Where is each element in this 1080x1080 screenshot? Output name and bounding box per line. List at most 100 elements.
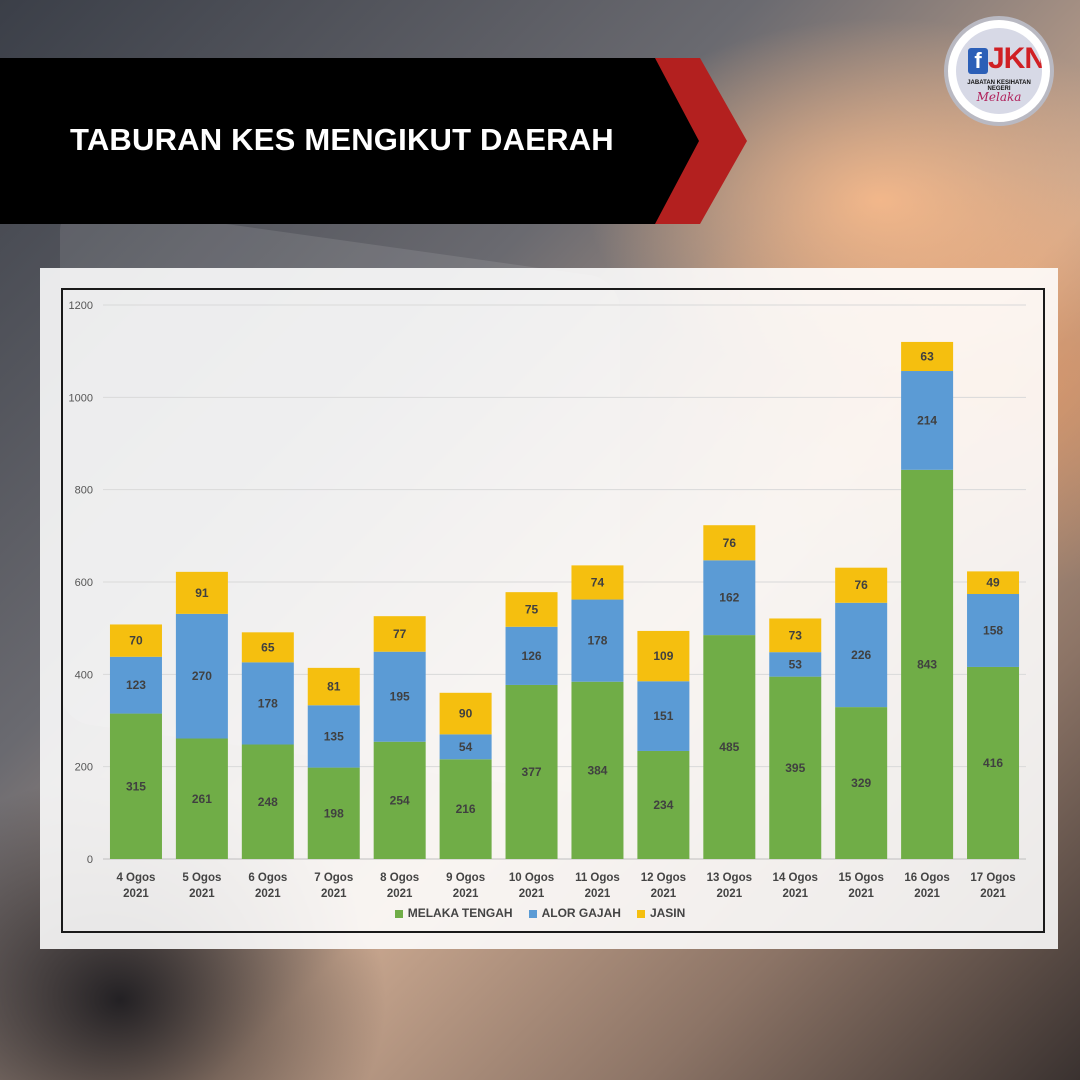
data-label: 384 — [587, 763, 607, 777]
x-tick-label: 15 Ogos — [838, 872, 883, 884]
y-tick-label: 800 — [75, 485, 93, 497]
bar-segment — [571, 565, 624, 600]
bar-segment — [967, 571, 1020, 595]
data-label: 248 — [258, 795, 278, 809]
data-label: 162 — [719, 591, 739, 605]
x-tick-label: 2021 — [980, 888, 1006, 900]
x-tick-label: 9 Ogos — [446, 872, 485, 884]
y-tick-label: 1200 — [69, 300, 93, 312]
bar-segment — [967, 666, 1020, 859]
data-label: 198 — [324, 806, 344, 820]
bar-segment — [505, 684, 558, 859]
logo-badge: f JKN JABATAN KESIHATAN NEGERI Melaka — [956, 28, 1042, 114]
bar-segment — [769, 652, 822, 677]
x-tick-label: 2021 — [519, 888, 545, 900]
y-tick-label: 600 — [75, 577, 93, 589]
chart-frame — [61, 288, 1045, 933]
x-tick-label: 14 Ogos — [773, 872, 818, 884]
bar-segment — [109, 656, 162, 714]
bar-segment — [901, 371, 954, 470]
bar-segment — [835, 602, 888, 708]
legend-swatch — [394, 909, 403, 918]
bar-segment — [373, 741, 426, 859]
data-label: 178 — [258, 696, 278, 710]
data-label: 77 — [393, 627, 407, 641]
data-label: 91 — [195, 586, 209, 600]
bar-segment — [439, 734, 492, 760]
x-tick-label: 12 Ogos — [641, 872, 686, 884]
bar-segment — [901, 469, 954, 859]
jkn-melaka-logo: f JKN JABATAN KESIHATAN NEGERI Melaka — [944, 16, 1054, 126]
bar-segment — [373, 651, 426, 742]
data-label: 81 — [327, 680, 341, 694]
data-label: 54 — [459, 740, 473, 754]
x-tick-label: 17 Ogos — [970, 872, 1015, 884]
bar-segment — [703, 635, 756, 859]
bar-segment — [175, 571, 228, 614]
data-label: 178 — [587, 634, 607, 648]
x-tick-label: 2021 — [717, 888, 743, 900]
title-banner — [0, 58, 700, 224]
x-tick-label: 2021 — [387, 888, 413, 900]
bar-segment — [571, 681, 624, 859]
data-label: 123 — [126, 678, 146, 692]
data-label: 234 — [653, 798, 673, 812]
bar-segment — [703, 525, 756, 561]
bar-segment — [835, 567, 888, 603]
x-tick-label: 13 Ogos — [707, 872, 752, 884]
bar-segment — [175, 613, 228, 739]
data-label: 843 — [917, 657, 937, 671]
bar-segment — [175, 738, 228, 859]
logo-subtitle: JABATAN KESIHATAN NEGERI — [967, 80, 1031, 92]
bar-segment — [703, 560, 756, 636]
legend-swatch — [528, 909, 537, 918]
legend-swatch — [636, 909, 645, 918]
bar-segment — [241, 632, 294, 663]
data-label: 65 — [261, 640, 275, 654]
bar-segment — [439, 759, 492, 859]
data-label: 216 — [456, 802, 476, 816]
facebook-icon: f — [968, 48, 988, 74]
x-tick-label: 2021 — [585, 888, 611, 900]
x-tick-label: 6 Ogos — [248, 872, 287, 884]
logo-abbreviation: JKN — [988, 42, 1042, 75]
data-label: 109 — [653, 649, 673, 663]
bar-segment — [835, 707, 888, 859]
data-label: 53 — [789, 657, 803, 671]
y-tick-label: 0 — [87, 854, 93, 866]
chart-legend: MELAKA TENGAH ALOR GAJAH JASIN — [0, 906, 1080, 920]
y-tick-label: 400 — [75, 669, 93, 681]
bar-segment — [109, 624, 162, 657]
legend-label: ALOR GAJAH — [541, 906, 621, 920]
data-label: 270 — [192, 669, 212, 683]
x-tick-label: 11 Ogos — [575, 872, 620, 884]
data-label: 485 — [719, 740, 739, 754]
data-label: 254 — [390, 793, 410, 807]
data-label: 49 — [986, 576, 1000, 590]
x-tick-label: 2021 — [848, 888, 874, 900]
data-label: 261 — [192, 792, 212, 806]
x-tick-label: 2021 — [321, 888, 347, 900]
data-label: 73 — [789, 628, 803, 642]
bar-segment — [307, 705, 360, 768]
bar-segment — [637, 681, 690, 751]
bar-segment — [505, 626, 558, 685]
bar-segment — [967, 594, 1020, 667]
bar-segment — [769, 618, 822, 653]
data-label: 75 — [525, 602, 539, 616]
data-label: 70 — [129, 634, 143, 648]
legend-item: JASIN — [636, 906, 685, 920]
legend-item: ALOR GAJAH — [528, 906, 621, 920]
data-label: 226 — [851, 648, 871, 662]
y-tick-label: 200 — [75, 762, 93, 774]
data-label: 151 — [653, 709, 673, 723]
x-tick-label: 7 Ogos — [314, 872, 353, 884]
x-tick-label: 2021 — [782, 888, 808, 900]
data-label: 416 — [983, 756, 1003, 770]
data-label: 195 — [390, 690, 410, 704]
data-label: 395 — [785, 761, 805, 775]
bar-segment — [307, 767, 360, 859]
x-tick-label: 8 Ogos — [380, 872, 419, 884]
bar-segment — [637, 750, 690, 859]
data-label: 63 — [920, 349, 934, 363]
